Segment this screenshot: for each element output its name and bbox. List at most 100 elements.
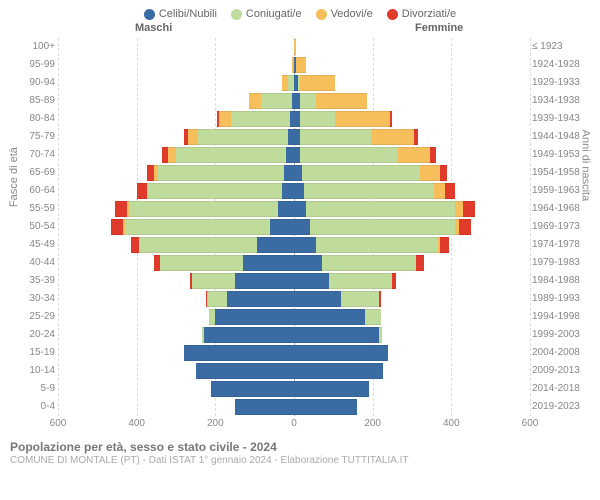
age-label: 65-69 [13,164,55,182]
bar-segment-co [306,201,455,217]
female-bar [294,57,530,73]
bar-segment-c [294,327,379,343]
male-bar [58,111,294,127]
row-bars [58,147,530,163]
bar-segment-co [160,255,243,271]
bar-segment-co [379,327,383,343]
legend-item: Vedovi/e [316,8,373,20]
pyramid-row: 75-791944-1948 [58,128,530,146]
bar-segment-v [249,93,261,109]
bar-segment-c [235,273,294,289]
male-bar [58,129,294,145]
age-label: 5-9 [13,380,55,398]
bar-segment-v [335,111,390,127]
female-bar [294,219,530,235]
pyramid-row: 50-541969-1973 [58,218,530,236]
birth-year-label: 1934-1938 [532,92,590,110]
male-bar [58,381,294,397]
pyramid-row: 100+≤ 1923 [58,38,530,56]
legend-label: Divorziati/e [402,8,456,20]
bar-segment-co [192,273,235,289]
chart-subtitle: COMUNE DI MONTALE (PT) - Dati ISTAT 1° g… [10,455,590,466]
birth-year-label: 1974-1978 [532,236,590,254]
bar-segment-v [296,57,306,73]
bar-segment-c [294,201,306,217]
birth-year-label: 1954-1958 [532,164,590,182]
legend-swatch [387,9,398,20]
bar-segment-c [196,363,294,379]
bar-segment-c [294,183,304,199]
male-bar [58,345,294,361]
row-bars [58,273,530,289]
birth-year-label: 1964-1968 [532,200,590,218]
bar-segment-c [243,255,294,271]
birth-year-label: 1994-1998 [532,308,590,326]
gridline [530,38,531,416]
male-bar [58,147,294,163]
female-bar [294,345,530,361]
pyramid-row: 10-142009-2013 [58,362,530,380]
bar-segment-c [294,273,329,289]
bar-segment-c [294,219,310,235]
bar-segment-c [294,237,316,253]
column-headers: Maschi Femmine [10,22,590,38]
chart-footer: Popolazione per età, sesso e stato civil… [10,440,590,466]
bar-segment-co [261,93,292,109]
bar-segment-c [294,363,383,379]
bar-segment-d [440,237,450,253]
age-label: 20-24 [13,326,55,344]
birth-year-label: 1939-1943 [532,110,590,128]
row-bars [58,57,530,73]
x-tick-label: 200 [364,418,381,429]
legend-swatch [316,9,327,20]
bar-segment-c [204,327,294,343]
plot-area: Fasce di età Anni di nascita 100+≤ 19239… [10,38,590,436]
age-label: 70-74 [13,146,55,164]
pyramid-row: 85-891934-1938 [58,92,530,110]
row-bars [58,255,530,271]
x-tick-label: 400 [128,418,145,429]
bar-segment-c [294,291,341,307]
male-bar [58,201,294,217]
age-label: 60-64 [13,182,55,200]
bar-segment-d [392,273,396,289]
pyramid-row: 45-491974-1978 [58,236,530,254]
age-label: 80-84 [13,110,55,128]
bar-segment-co [365,309,381,325]
x-tick-label: 600 [50,418,67,429]
birth-year-label: 1924-1928 [532,56,590,74]
age-label: 10-14 [13,362,55,380]
row-bars [58,183,530,199]
pyramid-row: 5-92014-2018 [58,380,530,398]
bar-segment-v [420,165,440,181]
pyramid-row: 90-941929-1933 [58,74,530,92]
bar-segment-c [294,399,357,415]
bar-segment-co [125,219,271,235]
bar-segment-v [219,111,231,127]
female-bar [294,201,530,217]
bar-segment-d [115,201,127,217]
bar-segment-co [129,201,278,217]
male-bar [58,237,294,253]
bar-segment-co [300,111,335,127]
bar-segment-c [257,237,294,253]
row-bars [58,111,530,127]
bar-segment-co [310,219,456,235]
male-bar [58,39,294,55]
age-label: 30-34 [13,290,55,308]
birth-year-label: 1999-2003 [532,326,590,344]
bar-segment-co [300,147,398,163]
pyramid-row: 95-991924-1928 [58,56,530,74]
bar-segment-c [270,219,294,235]
female-bar [294,39,530,55]
bar-segment-co [207,291,227,307]
bar-segment-c [184,345,294,361]
birth-year-label: 2009-2013 [532,362,590,380]
female-bar [294,147,530,163]
female-bar [294,75,530,91]
birth-year-label: 1984-1988 [532,272,590,290]
bar-segment-d [111,219,123,235]
legend: Celibi/NubiliConiugati/eVedovi/eDivorzia… [10,8,590,20]
birth-year-label: 2019-2023 [532,398,590,416]
male-bar [58,273,294,289]
